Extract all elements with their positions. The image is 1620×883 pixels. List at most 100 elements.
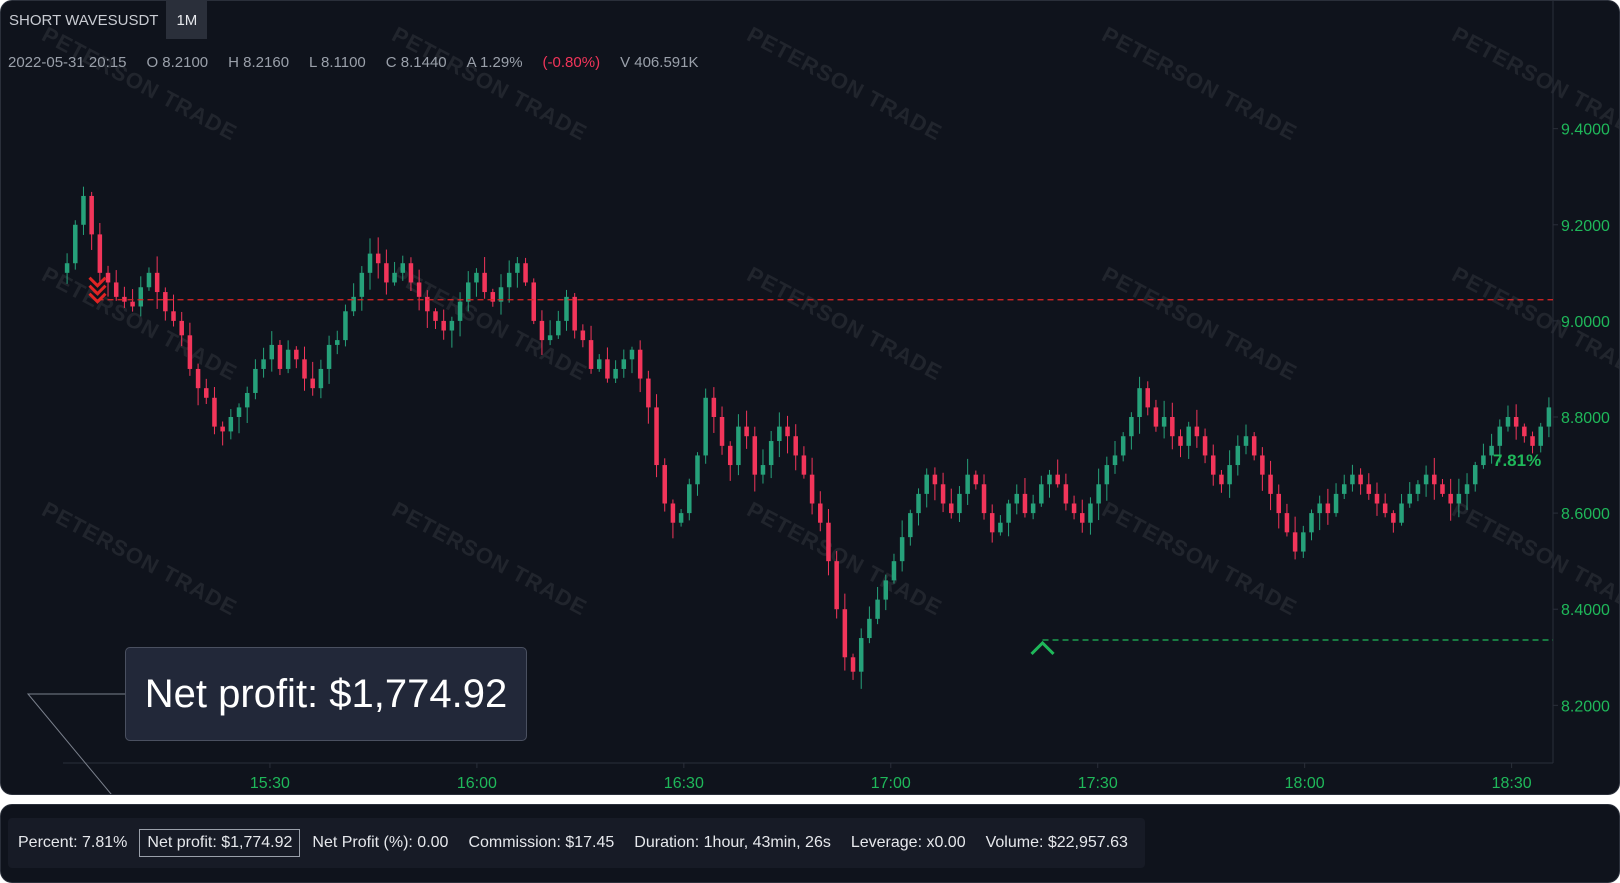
candle-body: [1039, 484, 1044, 504]
candle-body: [154, 272, 160, 293]
candle-body: [1210, 455, 1216, 475]
candle-body: [113, 282, 119, 297]
candle-body: [1063, 484, 1069, 504]
candle-body: [1161, 417, 1167, 427]
candle-body: [605, 359, 610, 379]
x-tick-label: 15:30: [250, 775, 290, 792]
timeframe-button[interactable]: 1M: [166, 1, 208, 39]
candle-body: [556, 320, 561, 336]
ohlc-amplitude: A 1.29%: [466, 54, 523, 71]
candle-body: [1382, 503, 1388, 514]
candle-body: [875, 599, 880, 619]
candle-body: [449, 320, 455, 331]
candle-body: [400, 263, 406, 273]
candle-body: [1120, 436, 1126, 456]
candle-body: [1530, 436, 1535, 446]
candle-body: [130, 301, 135, 307]
candle-body: [596, 359, 602, 369]
candle-body: [523, 263, 528, 283]
candle-body: [179, 320, 184, 336]
candle-body: [908, 513, 913, 538]
y-tick-label: 8.8000: [1561, 410, 1610, 427]
stat-volume: Volume: $22,957.63: [985, 834, 1128, 851]
candle-body: [670, 503, 676, 523]
stat-duration: Duration: 1hour, 43min, 26s: [634, 834, 831, 851]
candle-body: [1292, 532, 1298, 552]
stat-net-profit[interactable]: Net profit: $1,774.92: [139, 829, 301, 857]
candle-body: [474, 272, 479, 283]
candle-body: [1047, 474, 1052, 485]
candle-body: [294, 349, 299, 360]
candle-body: [899, 537, 905, 562]
candle-body: [236, 407, 242, 417]
ohlc-close: C 8.1440: [385, 54, 447, 71]
y-tick-label: 8.2000: [1561, 698, 1610, 715]
candle-body: [335, 340, 340, 345]
candle-body: [1219, 474, 1224, 485]
y-tick-label: 9.4000: [1561, 122, 1610, 139]
y-tick-label: 9.2000: [1561, 218, 1610, 235]
candle-body: [1481, 455, 1486, 466]
candle-body: [777, 426, 782, 442]
y-tick-label: 8.6000: [1561, 506, 1610, 523]
candle-body: [416, 282, 422, 297]
candle-body: [719, 417, 725, 446]
ohlc-legend: 2022-05-31 20:15 O 8.2100 H 8.2160 L 8.1…: [8, 54, 698, 71]
candle-body: [1268, 474, 1273, 494]
candle-body: [1014, 493, 1020, 504]
symbol-label[interactable]: SHORT WAVESUSDT: [9, 11, 159, 29]
candle-body: [318, 368, 324, 389]
sell-marker-icon: [88, 284, 107, 296]
profit-percent-label: 7.81%: [1493, 451, 1542, 470]
candle-body: [1284, 513, 1290, 533]
candle-body: [981, 484, 987, 514]
candle-body: [97, 234, 103, 273]
candle-body: [588, 340, 594, 369]
candle-body: [965, 474, 970, 494]
candle-body: [826, 522, 831, 562]
candle-body: [1456, 493, 1462, 504]
candle-body: [957, 493, 962, 514]
candle-body: [1341, 484, 1347, 494]
candle-body: [1505, 417, 1511, 427]
stats-bar: Percent: 7.81% Net profit: $1,774.92 Net…: [0, 804, 1620, 883]
candle-body: [343, 311, 348, 341]
candle-body: [1317, 503, 1322, 514]
candle-body: [302, 359, 307, 379]
ohlc-low: L 8.1100: [309, 54, 366, 71]
candle-body: [834, 561, 839, 610]
candle-body: [1071, 503, 1077, 514]
candlestick-chart[interactable]: 9.4000 9.2000 9.0000 8.8000 8.6000 8.4000 8.20…: [1, 1, 1619, 794]
candle-body: [465, 282, 471, 302]
candle-body: [1407, 493, 1412, 504]
candle-body: [1186, 426, 1191, 446]
candle-body: [195, 368, 201, 389]
candle-body: [580, 330, 586, 341]
candle-body: [1104, 465, 1110, 485]
stats-row: Percent: 7.81% Net profit: $1,774.92 Net…: [8, 818, 1145, 868]
candle-body: [678, 513, 684, 523]
candle-body: [408, 263, 414, 283]
candle-body: [842, 609, 848, 658]
candle-body: [760, 465, 766, 475]
candle-body: [89, 195, 94, 235]
candle-body: [1350, 474, 1355, 485]
candle-body: [204, 388, 209, 398]
candle-body: [785, 426, 790, 437]
candle-body: [1080, 513, 1085, 523]
x-tick-label: 17:00: [871, 775, 911, 792]
candle-body: [1194, 426, 1200, 437]
candle-body: [1448, 493, 1453, 504]
candle-body: [1088, 503, 1093, 523]
stat-percent: Percent: 7.81%: [18, 834, 128, 851]
candle-body: [973, 474, 979, 485]
candle-body: [1276, 493, 1281, 514]
candle-body: [163, 292, 168, 312]
candle-body: [392, 272, 397, 283]
callout-connector: [26, 693, 125, 794]
candle-body: [744, 426, 749, 437]
candle-body: [695, 455, 700, 485]
y-tick-label: 8.4000: [1561, 602, 1610, 619]
candle-body: [187, 335, 193, 369]
chart-panel[interactable]: PETERSON TRADE PETERSON TRADE PETERSON T…: [0, 0, 1620, 795]
